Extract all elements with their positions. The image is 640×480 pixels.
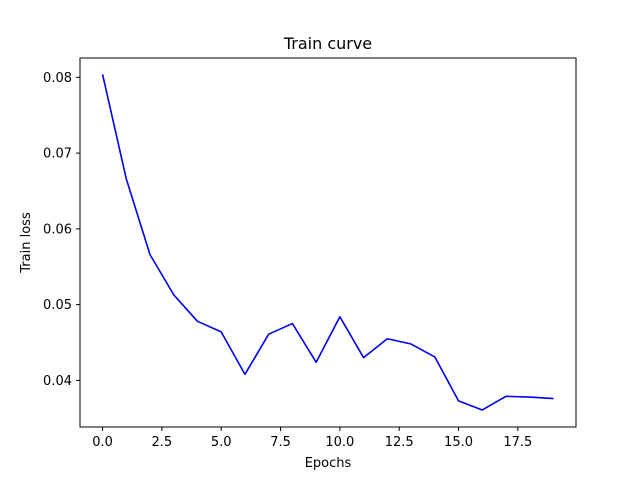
train-loss-line xyxy=(101,74,554,411)
y-tick-label: 0.05 xyxy=(43,298,72,313)
chart-title: Train curve xyxy=(283,34,372,53)
series-layer xyxy=(101,74,554,411)
tick-layer: 0.0 2.5 5.0 7.5 10.0 12.5 15.0 17.5 0.04 0.05 0.06… xyxy=(43,71,532,450)
x-tick-label: 17.5 xyxy=(503,435,532,450)
y-tick-label: 0.08 xyxy=(43,71,72,86)
x-tick-label: 10.0 xyxy=(325,435,354,450)
x-tick-label: 12.5 xyxy=(385,435,414,450)
x-tick-label: 5.0 xyxy=(211,435,232,450)
plot-frame xyxy=(79,57,577,428)
x-tick-label: 2.5 xyxy=(152,435,173,450)
x-tick-label: 0.0 xyxy=(92,435,113,450)
x-tick-label: 15.0 xyxy=(444,435,473,450)
x-axis-label: Epochs xyxy=(305,456,352,471)
y-axis-label: Train loss xyxy=(19,212,34,274)
y-tick-label: 0.04 xyxy=(43,374,72,389)
x-tick-label: 7.5 xyxy=(270,435,291,450)
y-tick-label: 0.07 xyxy=(43,147,72,162)
y-tick-label: 0.06 xyxy=(43,222,72,237)
